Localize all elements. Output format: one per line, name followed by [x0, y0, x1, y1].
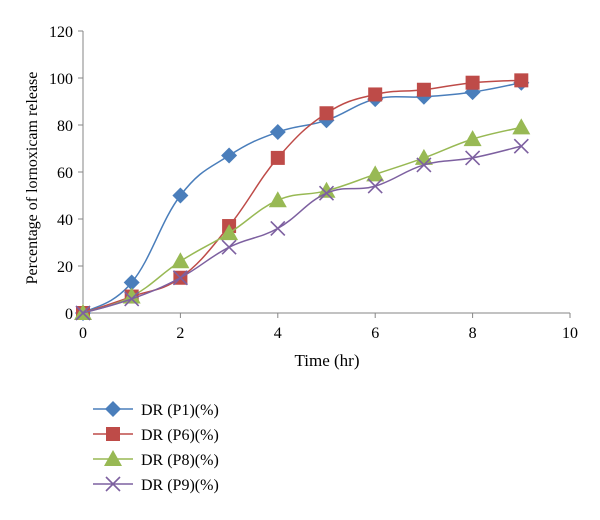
x-marker-stroke	[465, 150, 481, 166]
data-point	[122, 287, 141, 304]
data-point	[319, 106, 334, 121]
legend-marker	[105, 401, 121, 417]
x-marker-stroke	[270, 220, 286, 236]
legend-marker	[105, 476, 121, 492]
x-marker-stroke	[221, 239, 237, 255]
x-marker-stroke	[172, 270, 188, 286]
data-point	[270, 150, 285, 165]
x-tick-label: 2	[176, 325, 184, 342]
legend-label: DR (P1)(%)	[141, 402, 219, 419]
x-tick-label: 10	[562, 325, 578, 342]
data-point	[268, 191, 287, 208]
x-marker-stroke	[124, 291, 140, 307]
legend: DR (P1)(%) DR (P6)(%) DR (P8)(%) DR (P9)(%)	[93, 401, 219, 494]
data-point	[172, 187, 189, 204]
y-tick-label: 40	[57, 212, 73, 229]
x-tick-label: 4	[274, 325, 282, 342]
data-point	[269, 124, 286, 141]
x-marker-stroke	[75, 305, 91, 321]
y-tick-label: 20	[57, 259, 73, 276]
data-point	[366, 165, 385, 182]
x-marker-stroke	[318, 185, 335, 201]
data-point	[513, 138, 529, 154]
data-point	[124, 291, 140, 307]
legend-item: DR (P6)(%)	[93, 427, 219, 444]
series-4	[75, 138, 529, 321]
legend-item: DR (P9)(%)	[93, 476, 219, 494]
y-tick-label: 60	[57, 165, 73, 182]
x-marker-stroke	[513, 138, 529, 154]
data-point	[465, 150, 481, 166]
data-point	[221, 147, 238, 164]
data-point	[512, 118, 531, 135]
x-marker-stroke	[416, 157, 432, 173]
series-1	[75, 74, 530, 321]
y-tick-label: 100	[49, 71, 73, 88]
series-line	[82, 81, 522, 314]
x-axis-label: Time (hr)	[294, 351, 359, 370]
data-point	[416, 157, 432, 173]
series-line	[82, 126, 522, 314]
legend-marker	[106, 427, 120, 441]
data-point	[75, 305, 91, 321]
data-point	[416, 82, 431, 97]
data-point	[367, 178, 383, 194]
data-point	[465, 75, 480, 90]
x-marker-stroke	[105, 476, 121, 492]
legend-label: DR (P6)(%)	[141, 427, 219, 444]
series-layer	[74, 73, 531, 321]
series-line	[82, 145, 522, 314]
y-axis-title: Percentage of lornoxicam release	[24, 72, 41, 285]
series-line	[82, 79, 522, 314]
data-point	[123, 274, 140, 291]
series-3	[74, 118, 531, 320]
data-point	[171, 252, 190, 269]
x-tick-label: 0	[79, 325, 87, 342]
y-axis-label: Percentage of lornoxicam release	[24, 72, 41, 285]
data-point	[318, 185, 335, 201]
legend-item: DR (P1)(%)	[93, 401, 219, 419]
y-tick-label: 120	[49, 24, 73, 41]
data-point	[172, 270, 188, 286]
y-tick-label: 0	[65, 306, 73, 323]
series-2	[76, 73, 529, 320]
legend-label: DR (P8)(%)	[141, 452, 219, 469]
legend-label: DR (P9)(%)	[141, 477, 219, 494]
x-tick-label: 8	[469, 325, 477, 342]
data-point	[221, 239, 237, 255]
data-point	[317, 181, 336, 198]
axes: 0 20 40 60 80 100 120 0 2 4 6 8 10	[49, 24, 578, 342]
x-marker-stroke	[367, 178, 383, 194]
legend-item: DR (P8)(%)	[93, 450, 219, 469]
data-point	[414, 148, 433, 165]
data-point	[463, 130, 482, 147]
data-point	[270, 220, 286, 236]
y-tick-label: 80	[57, 118, 73, 135]
data-point	[514, 73, 529, 88]
x-tick-label: 6	[371, 325, 379, 342]
data-point	[220, 224, 239, 241]
legend-marker	[104, 450, 122, 466]
data-point	[368, 87, 383, 102]
